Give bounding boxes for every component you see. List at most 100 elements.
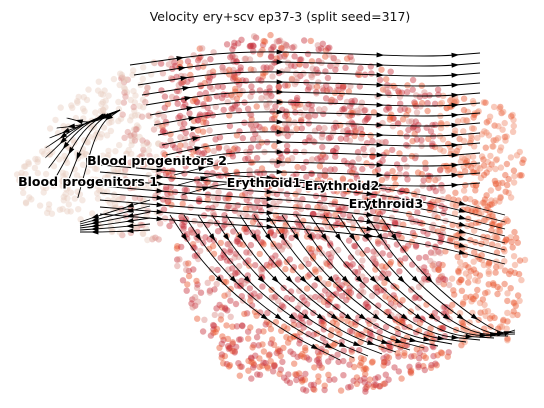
cell-point <box>501 119 508 127</box>
cell-point <box>460 137 468 145</box>
cell-point <box>243 196 250 204</box>
cell-point <box>495 184 502 192</box>
cell-point <box>381 380 389 387</box>
cell-point <box>186 110 193 117</box>
cell-point <box>160 206 168 213</box>
cell-point <box>183 187 190 194</box>
cell-point <box>127 117 134 124</box>
cell-point <box>222 166 229 174</box>
cell-point <box>312 192 320 200</box>
cell-point <box>439 261 446 269</box>
cell-point <box>514 311 521 319</box>
cell-point <box>232 102 239 109</box>
streamline-arrowhead <box>451 162 460 168</box>
cell-point <box>511 300 518 307</box>
cell-point <box>288 234 295 242</box>
cell-point <box>300 354 308 361</box>
cell-point <box>432 360 439 367</box>
cell-point <box>414 126 421 133</box>
streamline-arrowhead <box>458 235 467 241</box>
cell-point <box>285 371 292 378</box>
cell-point <box>379 86 387 93</box>
cell-point <box>191 252 199 260</box>
cell-point <box>219 224 226 232</box>
cell-point <box>229 339 236 346</box>
cell-point <box>284 59 292 66</box>
cell-point <box>292 203 299 211</box>
cell-point <box>390 336 397 343</box>
cell-point <box>247 42 255 49</box>
cell-point <box>255 76 262 83</box>
cell-point <box>279 358 286 366</box>
cell-point <box>325 51 333 58</box>
cell-point <box>67 208 74 215</box>
cell-point <box>470 296 478 303</box>
cell-point <box>313 83 321 90</box>
cell-point <box>114 166 122 173</box>
cell-point <box>193 176 201 183</box>
streamline-arrowhead <box>192 136 201 142</box>
cell-point <box>267 31 274 39</box>
cell-point <box>140 104 147 111</box>
cell-point <box>296 287 303 294</box>
cell-point <box>195 148 202 156</box>
cell-point <box>381 359 388 366</box>
cell-point <box>379 270 386 277</box>
cell-point <box>354 249 362 256</box>
cell-point <box>308 102 315 109</box>
cell-point <box>259 239 266 247</box>
velocity-streamline <box>211 214 383 355</box>
cell-point <box>397 257 404 264</box>
cell-point <box>143 139 151 146</box>
cell-point <box>123 180 130 188</box>
cell-point <box>360 366 367 373</box>
cell-point <box>294 181 301 188</box>
cell-point <box>144 236 151 244</box>
cell-point <box>218 351 226 358</box>
cell-point <box>465 264 472 271</box>
cell-point <box>266 351 273 358</box>
cell-point <box>383 106 390 113</box>
cell-point <box>232 269 239 276</box>
cell-point <box>229 323 236 330</box>
cell-point <box>283 124 290 132</box>
cell-point <box>511 172 518 180</box>
cell-point <box>266 99 273 106</box>
cell-point <box>482 99 489 106</box>
cell-point <box>403 133 410 140</box>
cell-point <box>197 289 205 296</box>
streamline-arrowhead <box>321 233 328 241</box>
cell-point <box>336 285 344 292</box>
cell-point <box>121 89 128 96</box>
cell-point <box>28 196 35 203</box>
cell-point <box>445 349 452 356</box>
cell-point <box>128 137 136 145</box>
cell-point <box>238 322 246 329</box>
cell-point <box>276 53 284 61</box>
cell-point <box>187 153 195 161</box>
cell-point <box>175 81 182 89</box>
cell-point <box>97 186 104 193</box>
cell-point <box>225 266 232 273</box>
cell-point <box>358 104 365 111</box>
cell-point <box>221 221 228 229</box>
cell-point <box>507 234 514 241</box>
cell-point <box>202 234 209 241</box>
cell-point <box>507 194 515 201</box>
cell-point <box>510 167 518 174</box>
streamline-arrowhead <box>324 342 333 349</box>
cell-point <box>315 355 322 363</box>
cell-point <box>252 212 259 219</box>
cell-point <box>245 357 252 365</box>
cell-point <box>261 198 268 205</box>
cell-point <box>316 362 323 369</box>
cell-point <box>194 127 202 134</box>
cell-point <box>378 263 386 270</box>
streamline-arrowhead <box>442 313 451 320</box>
cell-point <box>117 70 124 77</box>
streamline-arrowhead <box>266 189 275 195</box>
cell-point <box>116 81 123 89</box>
cell-point <box>396 268 403 275</box>
cell-point <box>294 163 301 171</box>
cell-point <box>396 301 404 308</box>
